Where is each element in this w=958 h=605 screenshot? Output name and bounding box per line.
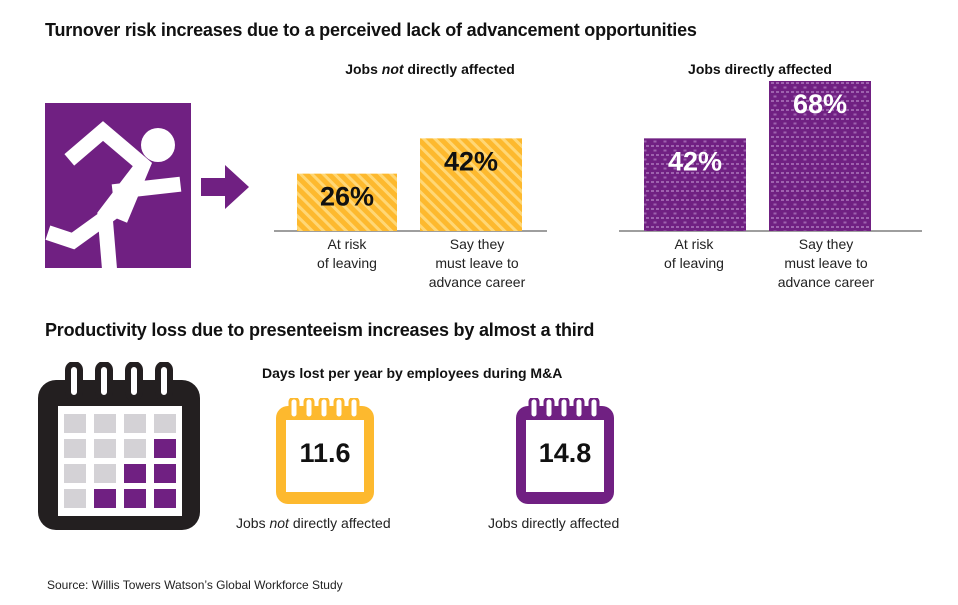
chart1-bar-1 (297, 173, 397, 231)
label-directly-affected: Jobs directly affected (488, 515, 620, 531)
chart2-bar-1-label: 42% (668, 146, 722, 176)
running-person-icon (45, 103, 191, 272)
chart1-bar-2 (420, 138, 522, 231)
chart2-title: Jobs directly affected (688, 61, 832, 77)
chart2-category-must-leave: Say they must leave to advance career (777, 236, 875, 290)
calendar-not-affected (274, 396, 376, 511)
days-lost-not-affected-value: 11.6 (299, 438, 351, 468)
source-note: Source: Willis Towers Watson’s Global Wo… (47, 578, 343, 592)
chart1-category-at-risk: At risk of leaving (317, 236, 377, 271)
turnover-heading: Turnover risk increases due to a perceiv… (45, 20, 697, 40)
presenteeism-heading: Productivity loss due to presenteeism in… (45, 320, 595, 340)
chart2-bar-2-label: 68% (793, 89, 847, 119)
arrow-right-icon (201, 165, 251, 214)
days-lost-directly-affected-value: 14.8 (538, 438, 592, 468)
chart1-category-must-leave: Say they must leave to advance career (428, 236, 526, 290)
chart1-bar-2-label: 42% (444, 146, 498, 176)
calendar-icon (38, 361, 206, 539)
calendar-directly-affected (514, 396, 616, 511)
chart1-title: Jobs not directly affected (345, 61, 515, 77)
days-lost-subtitle: Days lost per year by employees during M… (262, 365, 563, 381)
bar-charts: 26% 42% 42% 68% (274, 81, 922, 232)
label-not-affected: Jobs not directly affected (236, 515, 391, 531)
chart2-category-at-risk: At risk of leaving (664, 236, 724, 271)
chart2-bar-1 (644, 138, 746, 231)
chart1-bar-1-label: 26% (320, 182, 374, 212)
chart2-bar-2 (769, 81, 871, 231)
